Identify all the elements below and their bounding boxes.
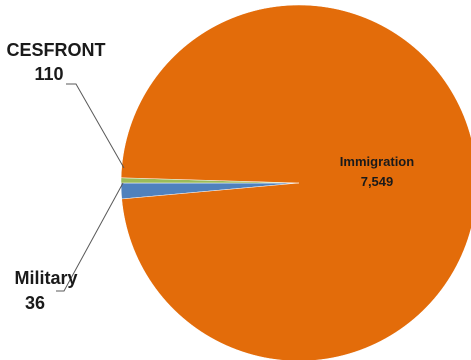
immigration-label: Immigration	[340, 154, 414, 169]
immigration-value: 7,549	[361, 174, 394, 189]
cesfront-label: CESFRONT	[7, 40, 106, 60]
pie-slices	[120, 4, 471, 360]
military-label: Military	[14, 268, 77, 288]
military-leader-line	[56, 182, 124, 292]
military-value: 36	[25, 293, 45, 313]
cesfront-leader-line	[66, 83, 125, 169]
cesfront-value: 110	[34, 64, 63, 84]
pie-slice-immigration	[120, 4, 471, 360]
